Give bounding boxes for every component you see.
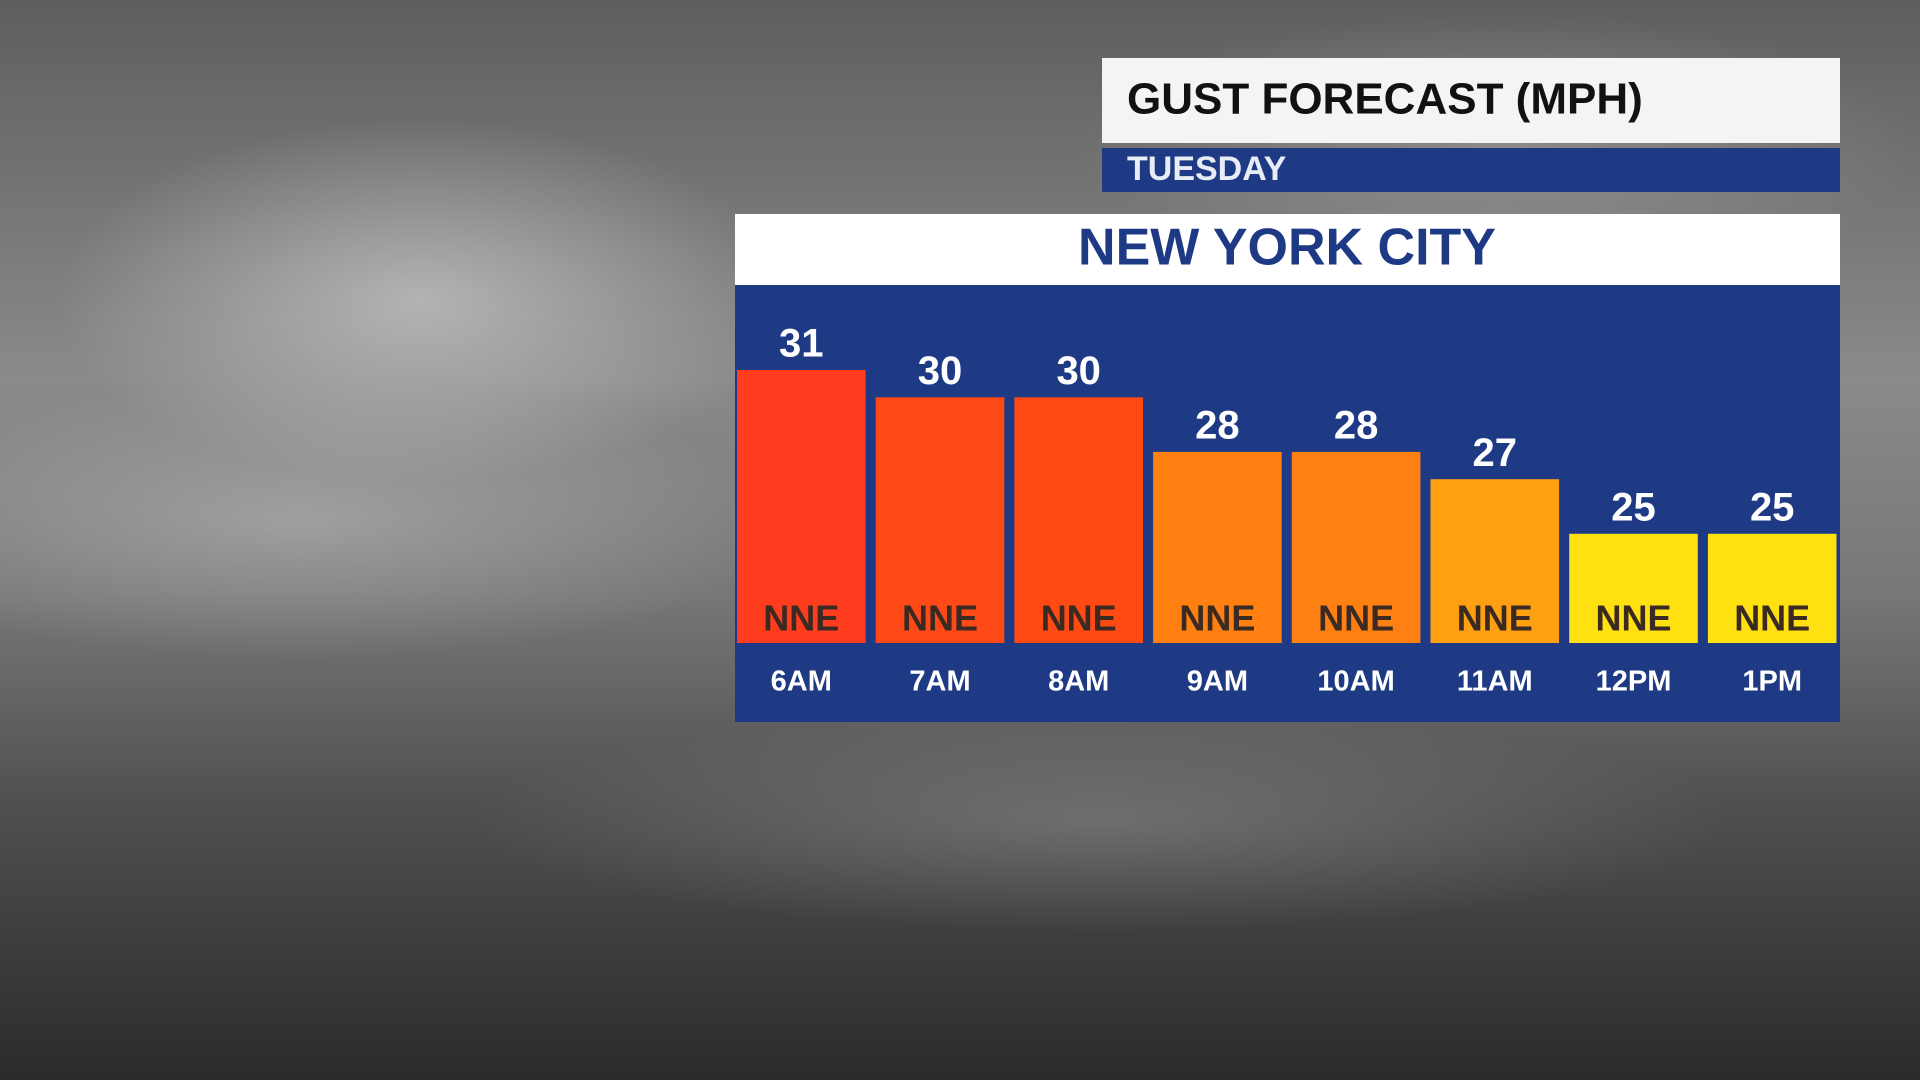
value-label: 30 [918, 349, 963, 393]
value-label: 27 [1473, 431, 1518, 475]
bar [737, 370, 866, 643]
x-tick-label: 11AM [1457, 666, 1533, 698]
location-title: NEW YORK CITY [1078, 219, 1496, 277]
value-label: 30 [1056, 349, 1101, 393]
x-tick-label: 10AM [1317, 666, 1394, 698]
value-label: 25 [1611, 485, 1656, 529]
x-tick-label: 8AM [1048, 666, 1109, 698]
direction-label: NNE [1179, 598, 1255, 639]
value-label: 31 [779, 322, 824, 366]
direction-label: NNE [1041, 598, 1117, 639]
x-tick-label: 7AM [909, 666, 970, 698]
direction-label: NNE [763, 598, 839, 639]
x-tick-label: 1PM [1742, 666, 1802, 698]
bar [1291, 451, 1421, 643]
bar [1707, 533, 1837, 643]
direction-label: NNE [1457, 598, 1533, 639]
chart-subtitle: TUESDAY [1127, 150, 1287, 188]
value-label: 28 [1334, 403, 1379, 447]
location-box [735, 214, 1840, 285]
bar [1014, 397, 1143, 643]
bar [875, 397, 1005, 643]
bar [1153, 451, 1282, 643]
subtitle-box [1102, 148, 1840, 192]
bar [1430, 479, 1560, 643]
x-tick-label: 6AM [771, 666, 832, 698]
direction-label: NNE [1734, 598, 1810, 639]
direction-label: NNE [1595, 598, 1671, 639]
chart-title: GUST FORECAST (MPH) [1127, 75, 1643, 124]
bar [1569, 533, 1698, 643]
x-tick-label: 12PM [1596, 666, 1672, 698]
x-tick-label: 9AM [1187, 666, 1248, 698]
value-label: 28 [1195, 403, 1240, 447]
value-label: 25 [1750, 485, 1795, 529]
title-box [1102, 58, 1840, 143]
direction-label: NNE [902, 598, 978, 639]
direction-label: NNE [1318, 598, 1394, 639]
